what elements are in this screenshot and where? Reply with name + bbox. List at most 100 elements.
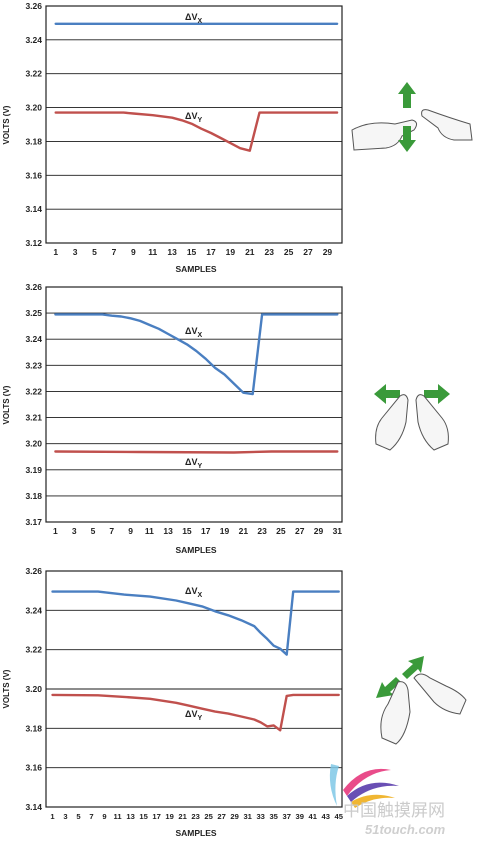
x-tick-label: 31 — [243, 812, 252, 821]
y-tick-label: 3.19 — [25, 465, 42, 475]
horizontal-spread-gesture-icon — [374, 384, 450, 451]
watermark-url: 51touch.com — [365, 822, 446, 837]
x-tick-label: 39 — [295, 812, 303, 821]
x-tick-label: 21 — [245, 247, 255, 257]
x-tick-label: 1 — [50, 812, 55, 821]
x-tick-label: 9 — [131, 247, 136, 257]
x-tick-label: 27 — [303, 247, 313, 257]
y-axis-label: VOLTS (V) — [2, 385, 11, 424]
y-tick-label: 3.20 — [25, 103, 42, 113]
series-line-dvx — [54, 313, 339, 396]
y-tick-label: 3.12 — [25, 238, 42, 248]
vertical-pinch-gesture-icon — [351, 82, 473, 152]
x-tick-label: 17 — [152, 812, 160, 821]
series-label-dvx: ΔVX — [185, 586, 202, 599]
x-tick-label: 13 — [126, 812, 134, 821]
x-tick-label: 9 — [102, 812, 106, 821]
y-tick-label: 3.25 — [25, 308, 42, 318]
x-axis-label: SAMPLES — [175, 264, 216, 274]
series-line-dvy — [51, 693, 340, 732]
x-tick-label: 7 — [109, 526, 114, 536]
x-tick-label: 27 — [217, 812, 225, 821]
x-tick-label: 5 — [91, 526, 96, 536]
x-tick-label: 33 — [256, 812, 264, 821]
x-tick-label: 13 — [163, 526, 173, 536]
x-tick-label: 5 — [92, 247, 97, 257]
x-tick-label: 13 — [167, 247, 177, 257]
series-label-dvy: ΔVY — [185, 709, 202, 722]
y-axis-label: VOLTS (V) — [2, 669, 11, 708]
x-tick-label: 1 — [53, 247, 58, 257]
x-tick-label: 23 — [257, 526, 267, 536]
x-tick-label: 41 — [308, 812, 317, 821]
y-tick-label: 3.18 — [25, 723, 42, 733]
x-tick-label: 37 — [282, 812, 290, 821]
y-tick-label: 3.22 — [25, 69, 42, 79]
x-tick-label: 19 — [220, 526, 230, 536]
x-tick-label: 29 — [323, 247, 333, 257]
y-tick-label: 3.17 — [25, 517, 42, 527]
x-tick-label: 3 — [63, 812, 67, 821]
x-tick-label: 25 — [204, 812, 213, 821]
series-line-dvx — [51, 590, 340, 656]
plot-frame — [45, 286, 343, 523]
diagonal-spread-gesture-icon — [376, 656, 467, 745]
y-tick-label: 3.24 — [25, 35, 42, 45]
x-tick-label: 7 — [89, 812, 93, 821]
y-tick-label: 3.14 — [25, 802, 42, 812]
x-axis-label: SAMPLES — [175, 828, 216, 838]
x-tick-label: 15 — [187, 247, 197, 257]
x-tick-label: 17 — [206, 247, 216, 257]
series-label-dvx: ΔVX — [185, 326, 202, 339]
x-tick-label: 21 — [239, 526, 249, 536]
series-label-dvy: ΔVY — [185, 111, 202, 124]
x-tick-label: 29 — [314, 526, 324, 536]
y-axis-label: VOLTS (V) — [2, 105, 11, 144]
series-line-dvy — [54, 450, 339, 454]
y-tick-label: 3.26 — [25, 1, 42, 11]
x-tick-label: 19 — [226, 247, 236, 257]
y-tick-label: 3.18 — [25, 136, 42, 146]
x-tick-label: 27 — [295, 526, 305, 536]
chart-diagonal-spread: 3.143.163.183.203.223.243.26 1 3 5 7 9 11 13 15… — [2, 566, 344, 838]
y-tick-label: 3.16 — [25, 170, 42, 180]
x-tick-label: 35 — [269, 812, 278, 821]
site-watermark: 中国触摸屏网 51touch.com — [325, 760, 479, 842]
x-tick-label: 15 — [182, 526, 192, 536]
x-tick-label: 3 — [73, 247, 78, 257]
x-tick-label: 25 — [276, 526, 286, 536]
x-tick-label: 29 — [230, 812, 238, 821]
y-tick-label: 3.26 — [25, 566, 42, 576]
series-label-dvy: ΔVY — [185, 457, 202, 470]
y-tick-label: 3.14 — [25, 204, 42, 214]
y-tick-label: 3.22 — [25, 645, 42, 655]
x-tick-label: 15 — [139, 812, 148, 821]
x-tick-label: 21 — [178, 812, 187, 821]
y-tick-label: 3.26 — [25, 282, 42, 292]
watermark-logo-icon: 中国触摸屏网 51touch.com — [329, 764, 446, 837]
x-tick-label: 23 — [264, 247, 274, 257]
y-tick-label: 3.18 — [25, 491, 42, 501]
x-tick-label: 11 — [148, 247, 157, 257]
watermark-brand: 中国触摸屏网 — [343, 801, 445, 821]
y-tick-label: 3.21 — [25, 413, 42, 423]
x-tick-label: 5 — [76, 812, 81, 821]
y-tick-label: 3.24 — [25, 334, 42, 344]
x-tick-label: 7 — [112, 247, 117, 257]
x-tick-label: 31 — [333, 526, 343, 536]
x-tick-label: 11 — [114, 812, 123, 821]
x-tick-label: 11 — [145, 526, 154, 536]
x-tick-label: 9 — [128, 526, 133, 536]
x-tick-label: 1 — [53, 526, 58, 536]
x-tick-label: 45 — [335, 812, 344, 821]
x-tick-label: 43 — [322, 812, 330, 821]
y-tick-label: 3.20 — [25, 684, 42, 694]
series-label-dvx: ΔVX — [185, 12, 202, 25]
x-axis-label: SAMPLES — [175, 545, 216, 555]
chart-vertical-pinch: 3.123.143.163.183.203.223.243.26 1 3 5 7 9 11… — [2, 1, 343, 274]
x-tick-label: 3 — [72, 526, 77, 536]
x-tick-label: 25 — [284, 247, 294, 257]
y-tick-label: 3.22 — [25, 386, 42, 396]
y-tick-label: 3.24 — [25, 605, 42, 615]
